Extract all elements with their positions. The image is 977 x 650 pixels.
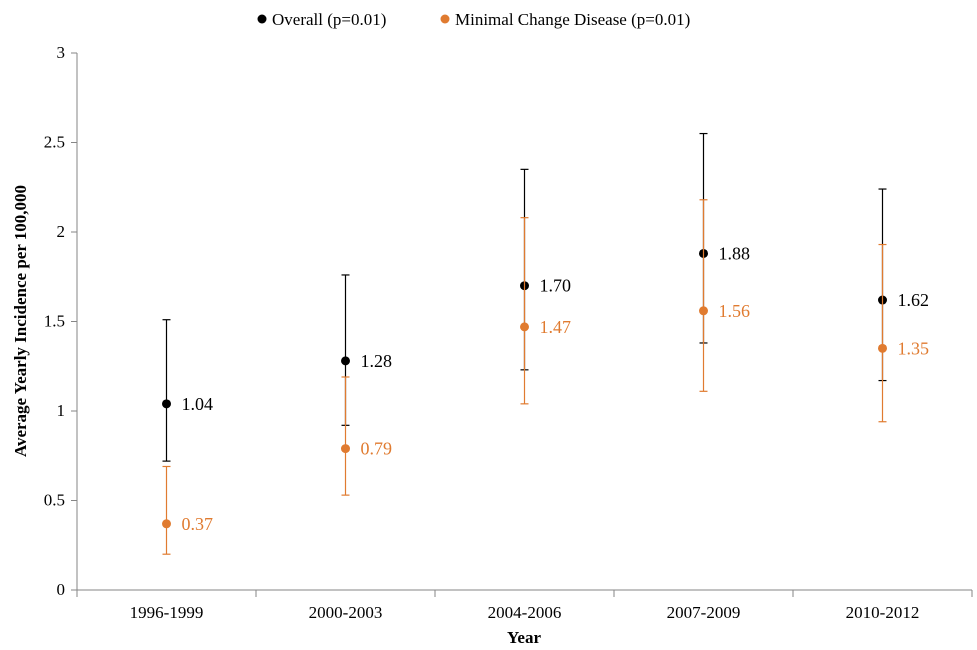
data-label-mcd: 0.79 xyxy=(361,439,393,459)
y-tick-label: 0.5 xyxy=(44,491,65,510)
legend-label-overall: Overall (p=0.01) xyxy=(272,10,386,29)
data-label-mcd: 1.35 xyxy=(898,338,930,358)
data-point-mcd xyxy=(162,519,171,529)
data-point-overall xyxy=(341,356,350,366)
x-tick-label: 2004-2006 xyxy=(488,603,562,622)
data-label-mcd: 1.56 xyxy=(719,301,751,321)
x-tick-label: 2007-2009 xyxy=(667,603,741,622)
y-tick-label: 1 xyxy=(57,401,66,420)
y-tick-label: 1.5 xyxy=(44,312,65,331)
y-tick-label: 3 xyxy=(57,43,66,62)
x-axis-title: Year xyxy=(507,628,541,647)
data-point-mcd xyxy=(699,306,708,316)
data-label-mcd: 1.47 xyxy=(540,317,572,337)
data-label-overall: 1.04 xyxy=(182,394,214,414)
x-tick-label: 2010-2012 xyxy=(846,603,920,622)
y-ticks: 0 0.5 1 1.5 2 2.5 3 xyxy=(44,43,77,599)
data-point-mcd xyxy=(878,343,887,353)
data-label-overall: 1.62 xyxy=(898,290,930,310)
legend-marker-mcd xyxy=(440,14,450,24)
data-point-mcd xyxy=(520,322,529,332)
y-tick-label: 0 xyxy=(57,580,66,599)
x-ticks: 1996-1999 2000-2003 2004-2006 2007-2009 2010… xyxy=(76,590,973,622)
y-tick-label: 2 xyxy=(57,222,66,241)
data-label-overall: 1.70 xyxy=(540,276,572,296)
data-point-overall xyxy=(162,399,171,409)
y-axis-title: Average Yearly Incidence per 100,000 xyxy=(11,185,30,457)
y-tick-label: 2.5 xyxy=(44,133,65,152)
data-point-mcd xyxy=(341,444,350,454)
data-label-overall: 1.28 xyxy=(361,351,393,371)
legend-marker-overall xyxy=(257,14,267,24)
data-label-overall: 1.88 xyxy=(719,243,751,263)
data-label-mcd: 0.37 xyxy=(182,514,214,534)
legend: Overall (p=0.01) Minimal Change Disease … xyxy=(257,10,690,29)
legend-label-mcd: Minimal Change Disease (p=0.01) xyxy=(455,10,690,29)
data-marks: 1.04 1.28 1.70 1.88 1.62 0.37 0.79 1.47 1.56 1.35 xyxy=(162,132,930,555)
x-tick-label: 2000-2003 xyxy=(309,603,383,622)
x-tick-label: 1996-1999 xyxy=(130,603,204,622)
